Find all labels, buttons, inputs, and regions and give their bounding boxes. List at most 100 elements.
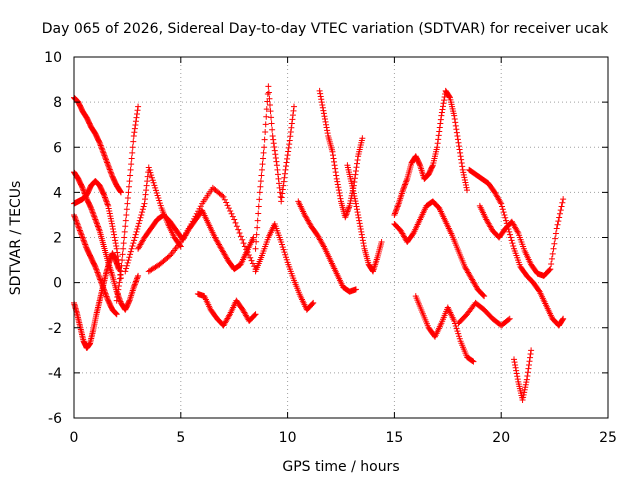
data-point	[144, 173, 151, 180]
data-point	[107, 167, 114, 174]
data-point	[236, 229, 243, 236]
data-point	[528, 347, 535, 354]
data-point	[92, 263, 99, 270]
data-point	[330, 155, 337, 162]
data-point	[337, 195, 344, 202]
data-point	[283, 256, 290, 263]
data-point	[512, 361, 519, 368]
data-point	[244, 249, 251, 256]
data-point	[263, 113, 270, 120]
data-point	[101, 153, 108, 160]
data-point	[456, 143, 463, 150]
data-point	[346, 202, 353, 209]
data-point	[117, 189, 124, 196]
data-point	[319, 104, 326, 111]
data-point	[221, 196, 228, 203]
y-tick-label: -2	[48, 321, 62, 337]
data-point	[88, 205, 95, 212]
data-point	[462, 179, 469, 186]
data-point	[153, 189, 160, 196]
data-point	[139, 206, 146, 213]
data-point	[261, 136, 268, 143]
data-point	[282, 166, 289, 173]
data-point	[357, 226, 364, 233]
data-point	[331, 158, 338, 165]
data-point	[124, 200, 131, 207]
data-point	[351, 195, 358, 202]
y-tick-label: -4	[48, 366, 62, 382]
x-tick-label: 20	[492, 430, 510, 446]
data-point	[271, 147, 278, 154]
data-point	[81, 240, 88, 247]
data-point	[507, 231, 514, 238]
data-point	[272, 154, 279, 161]
data-point	[280, 182, 287, 189]
data-point	[273, 158, 280, 165]
data-point	[258, 172, 265, 179]
data-point	[499, 206, 506, 213]
data-point	[113, 310, 120, 317]
data-point	[525, 365, 532, 372]
data-point	[268, 120, 275, 127]
data-point	[434, 140, 441, 147]
data-point	[226, 312, 233, 319]
data-point	[255, 210, 262, 217]
data-point	[117, 272, 124, 279]
data-point	[284, 152, 291, 159]
data-point	[554, 221, 561, 228]
data-point	[324, 130, 331, 137]
data-point	[356, 220, 363, 227]
data-point	[511, 356, 518, 363]
data-point	[100, 190, 107, 197]
data-point	[452, 119, 459, 126]
data-point	[116, 275, 123, 282]
data-point	[527, 354, 534, 361]
data-point	[399, 187, 406, 194]
data-point	[95, 223, 102, 230]
data-point	[266, 101, 273, 108]
data-point	[79, 183, 86, 190]
data-point	[510, 242, 517, 249]
data-point	[525, 361, 532, 368]
data-point	[113, 311, 120, 318]
data-point	[111, 234, 118, 241]
data-point	[105, 205, 112, 212]
data-point	[280, 246, 287, 253]
data-point	[459, 166, 466, 173]
data-point	[92, 216, 99, 223]
data-point	[248, 257, 255, 264]
data-point	[253, 238, 260, 245]
data-point	[512, 364, 519, 371]
data-point	[249, 260, 256, 267]
data-point	[505, 316, 512, 323]
data-point	[513, 370, 520, 377]
data-point	[279, 244, 286, 251]
data-point	[140, 203, 147, 210]
data-point	[101, 287, 108, 294]
data-point	[98, 143, 105, 150]
data-point	[119, 257, 126, 264]
data-point	[549, 250, 556, 257]
data-point	[348, 180, 355, 187]
data-point	[95, 272, 102, 279]
data-point	[281, 174, 288, 181]
data-point	[142, 191, 149, 198]
data-point	[133, 228, 140, 235]
data-point	[507, 234, 514, 241]
series-track-t	[476, 196, 567, 279]
data-point	[359, 135, 366, 142]
data-point	[319, 101, 326, 108]
data-point	[323, 121, 330, 128]
data-point	[498, 200, 505, 207]
data-point	[360, 242, 367, 249]
data-point	[134, 275, 141, 282]
data-point	[352, 286, 359, 293]
data-point	[332, 165, 339, 172]
data-point	[123, 262, 130, 269]
data-point	[267, 108, 274, 115]
axis-ticks	[73, 56, 609, 419]
data-point	[245, 251, 252, 258]
data-point	[270, 136, 277, 143]
data-point	[129, 144, 136, 151]
data-point	[285, 148, 292, 155]
